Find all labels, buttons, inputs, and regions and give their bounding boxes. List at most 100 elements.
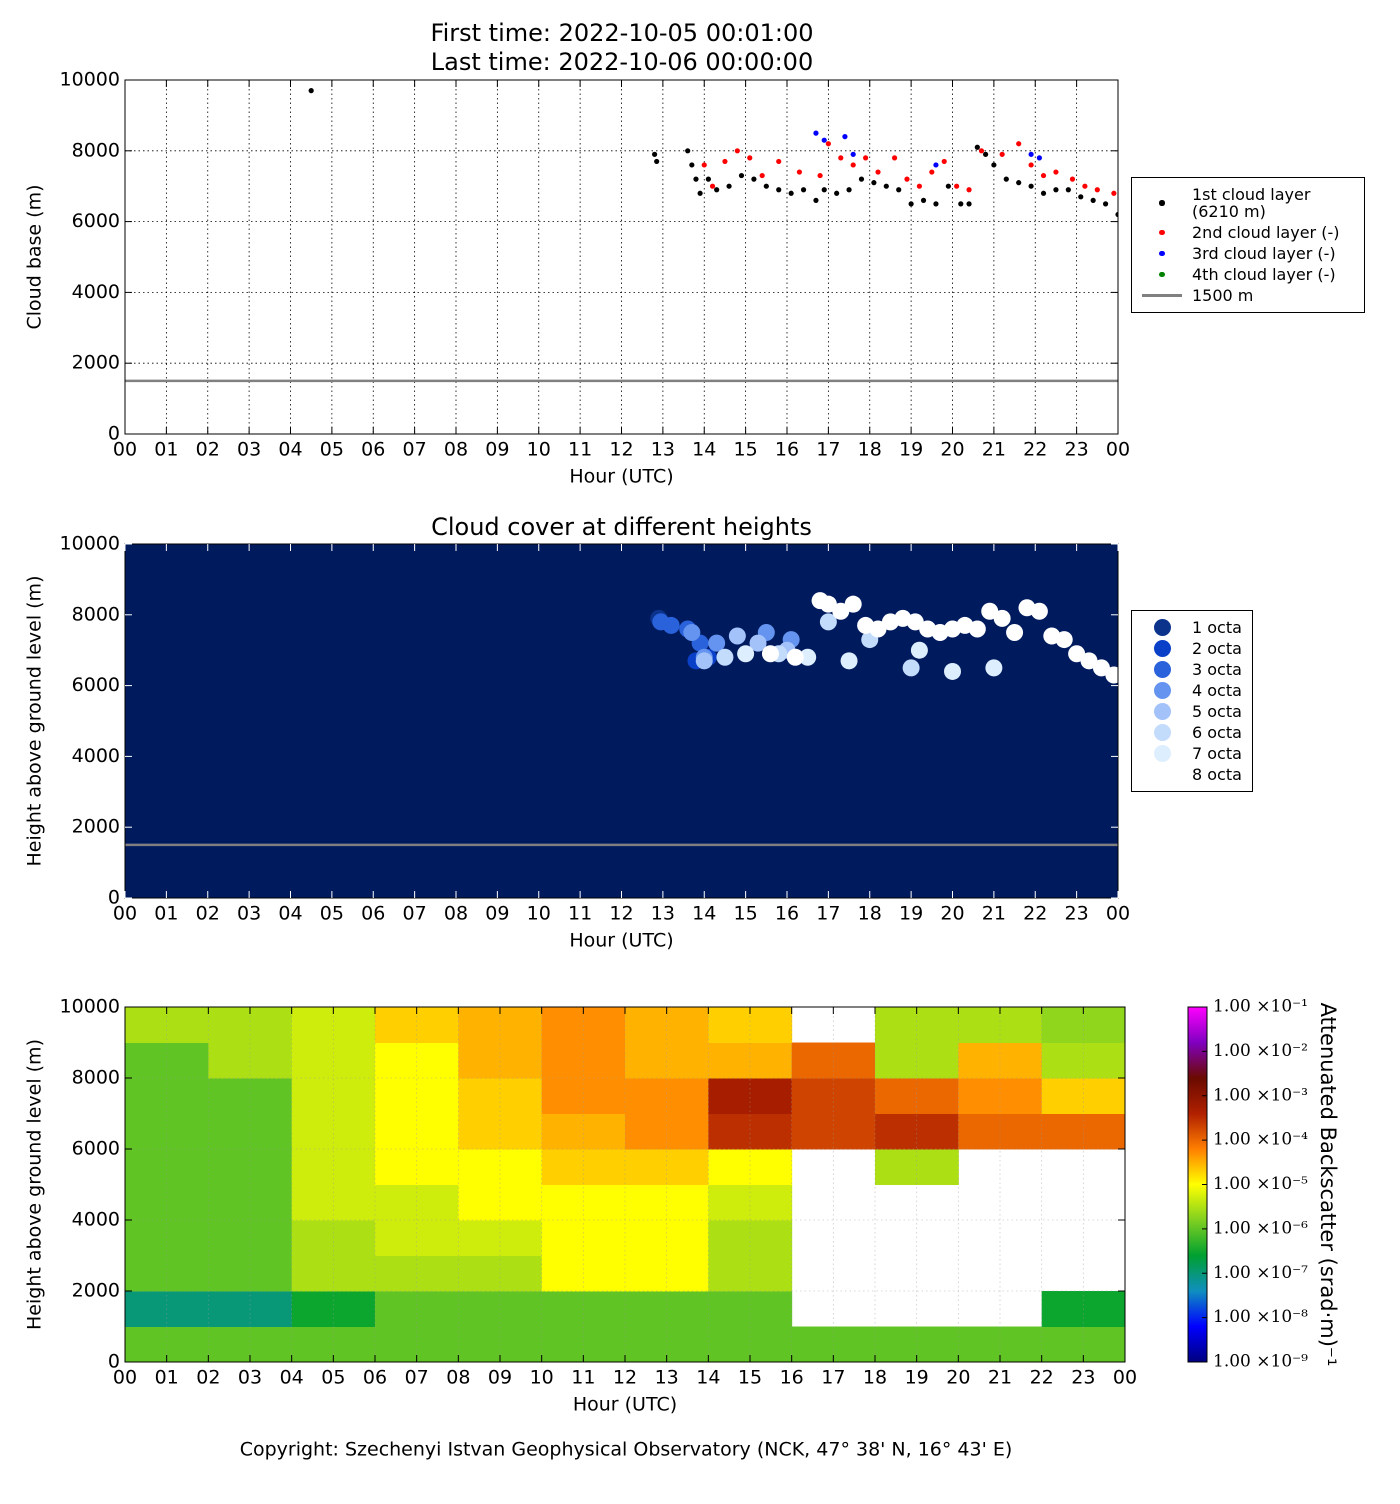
x-tick-label: 05: [320, 439, 344, 461]
legend-key: [1140, 745, 1184, 762]
x-tick-label: 16: [780, 1367, 804, 1389]
point: [920, 197, 927, 203]
legend-marker: [1153, 766, 1171, 783]
colorbar-tick-label: 1.00 ×10⁻⁶: [1213, 1218, 1308, 1238]
colorbar-tick-label: 1.00 ×10⁻³: [1213, 1085, 1308, 1105]
legend-entry: 4 octa: [1140, 682, 1246, 699]
x-tick-label: 19: [899, 439, 923, 461]
point: [683, 624, 701, 641]
x-tick-label: 09: [485, 439, 509, 461]
point: [695, 652, 713, 670]
y-axis-label: Cloud base (m): [24, 185, 46, 330]
x-tick-label: 15: [738, 1367, 762, 1389]
point: [863, 155, 869, 161]
legend-label: 4 octa: [1192, 681, 1242, 700]
point: [974, 144, 980, 150]
point: [821, 187, 827, 193]
heat-cell: [125, 1113, 209, 1150]
point: [993, 609, 1011, 627]
heat-cell: [208, 1149, 293, 1185]
y-tick-label: 6000: [72, 674, 120, 696]
colorbar-label: Attenuated Backscatter (srad·m)⁻¹: [1316, 1003, 1340, 1367]
x-tick-label: 02: [196, 903, 220, 925]
point: [1053, 187, 1059, 193]
x-tick-label: 00: [113, 439, 137, 461]
point: [734, 148, 740, 154]
heat-cell: [625, 1113, 709, 1150]
y-tick-label: 8000: [72, 1067, 120, 1089]
x-tick-label: 09: [488, 1367, 512, 1389]
legend-marker: [1159, 271, 1165, 278]
legend-label: 2 octa: [1192, 639, 1242, 658]
y-tick-label: 2000: [72, 816, 120, 838]
point: [705, 176, 711, 182]
point: [821, 137, 827, 143]
heat-cell: [625, 1078, 709, 1114]
point: [933, 201, 939, 207]
x-tick-label: 13: [651, 903, 675, 925]
point: [726, 183, 732, 189]
legend-entry: 8 octa: [1140, 766, 1246, 783]
point: [910, 641, 928, 659]
x-tick-label: 12: [613, 1367, 637, 1389]
point: [916, 183, 923, 189]
legend-label: 3rd cloud layer (-): [1192, 244, 1336, 263]
legend-entry: 6 octa: [1140, 724, 1246, 741]
x-tick-label: 14: [696, 1367, 720, 1389]
legend-entry: 2nd cloud layer (-): [1140, 224, 1358, 241]
plot: 00 01 02 03 04 05 06 07 08 09 10 11 12 13 14 15 16 17 18 19…: [24, 513, 1131, 952]
point: [850, 151, 856, 157]
point: [1028, 151, 1034, 157]
point: [693, 176, 699, 182]
x-tick-label: 22: [1030, 1367, 1054, 1389]
point: [737, 645, 755, 663]
x-tick-label: 14: [692, 903, 716, 925]
heat-cell: [125, 1078, 209, 1114]
x-tick-label: 01: [155, 1367, 179, 1389]
colorbar-tick-label: 1.00 ×10⁻²: [1213, 1041, 1308, 1061]
point: [1094, 187, 1100, 193]
point: [1040, 172, 1047, 179]
heat-cell: [875, 1078, 959, 1114]
point: [999, 151, 1005, 157]
y-tick-label: 6000: [72, 210, 120, 232]
footer: Copyright: Szechenyi Istvan Geophysical …: [240, 1439, 1013, 1461]
point: [800, 187, 807, 193]
colorbar-tick-label: 1.00 ×10⁻⁷: [1213, 1263, 1308, 1283]
heat-cell: [208, 1113, 293, 1150]
heat-cell: [1041, 1113, 1125, 1150]
heat-cell: [875, 1149, 959, 1185]
x-tick-label: 04: [278, 439, 302, 461]
point: [1082, 183, 1088, 189]
point: [966, 201, 972, 207]
x-tick-label: 12: [609, 439, 633, 461]
point: [978, 148, 985, 154]
point: [788, 190, 794, 196]
x-tick-label: 08: [444, 439, 468, 461]
x-tick-label: 00: [1113, 1367, 1137, 1389]
point: [902, 659, 920, 677]
x-tick-label: 17: [816, 439, 840, 461]
x-tick-label: 19: [899, 903, 923, 925]
x-tick-label: 00: [113, 903, 137, 925]
point: [1053, 169, 1059, 175]
legend-marker: [1153, 745, 1171, 762]
point: [714, 187, 720, 193]
x-axis-label: Hour (UTC): [569, 466, 673, 488]
legend-label: 4th cloud layer (-): [1192, 265, 1336, 284]
point: [662, 616, 680, 634]
point: [776, 158, 782, 165]
legend: 1 octa 2 octa 3 octa 4 octa 5 octa 6 octa 7 oc…: [1131, 610, 1253, 792]
point: [968, 620, 986, 638]
point: [1115, 211, 1118, 218]
point: [941, 158, 947, 165]
x-tick-label: 15: [734, 439, 758, 461]
point: [685, 148, 691, 154]
x-tick-label: 02: [196, 1367, 220, 1389]
point: [1065, 187, 1071, 193]
y-tick-label: 2000: [72, 1280, 120, 1302]
x-tick-label: 17: [816, 903, 840, 925]
legend-entry: 1500 m: [1140, 287, 1358, 304]
point: [966, 187, 972, 193]
